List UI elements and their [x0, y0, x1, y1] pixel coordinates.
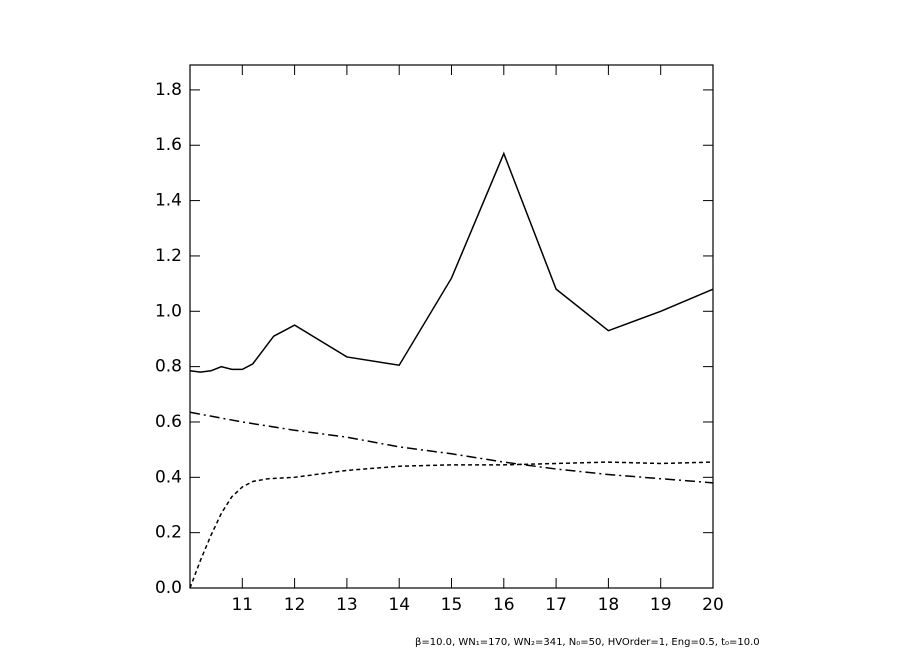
plot-frame — [189, 64, 714, 589]
x-tick-label: 16 — [493, 595, 515, 615]
x-tick-label: 17 — [545, 595, 567, 615]
y-tick-label: 0.4 — [155, 467, 182, 487]
y-tick-label: 0.0 — [155, 578, 182, 598]
y-tick-label: 1.0 — [155, 301, 182, 321]
data-line — [189, 411, 714, 484]
x-tick-label: 12 — [284, 595, 306, 615]
y-tick-label: 1.4 — [155, 191, 182, 211]
y-tick-label: 0.8 — [155, 357, 182, 377]
data-line — [189, 151, 714, 373]
y-tick-label: 0.6 — [155, 412, 182, 432]
y-tick-label: 1.6 — [155, 135, 182, 155]
x-tick-label: 11 — [231, 595, 253, 615]
x-tick-label: 18 — [598, 595, 620, 615]
data-line — [189, 461, 714, 589]
x-tick-label: 19 — [650, 595, 672, 615]
annotation: β=10.0, WN₁=170, WN₂=341, N₀=50, HVOrder… — [415, 637, 760, 648]
x-tick-label: 15 — [441, 595, 463, 615]
x-tick-label: 14 — [388, 595, 410, 615]
x-tick-label: 13 — [336, 595, 358, 615]
y-tick-label: 1.2 — [155, 246, 182, 266]
y-tick-label: 1.8 — [155, 80, 182, 100]
y-tick-label: 0.2 — [155, 523, 182, 543]
x-tick-label: 20 — [702, 595, 724, 615]
